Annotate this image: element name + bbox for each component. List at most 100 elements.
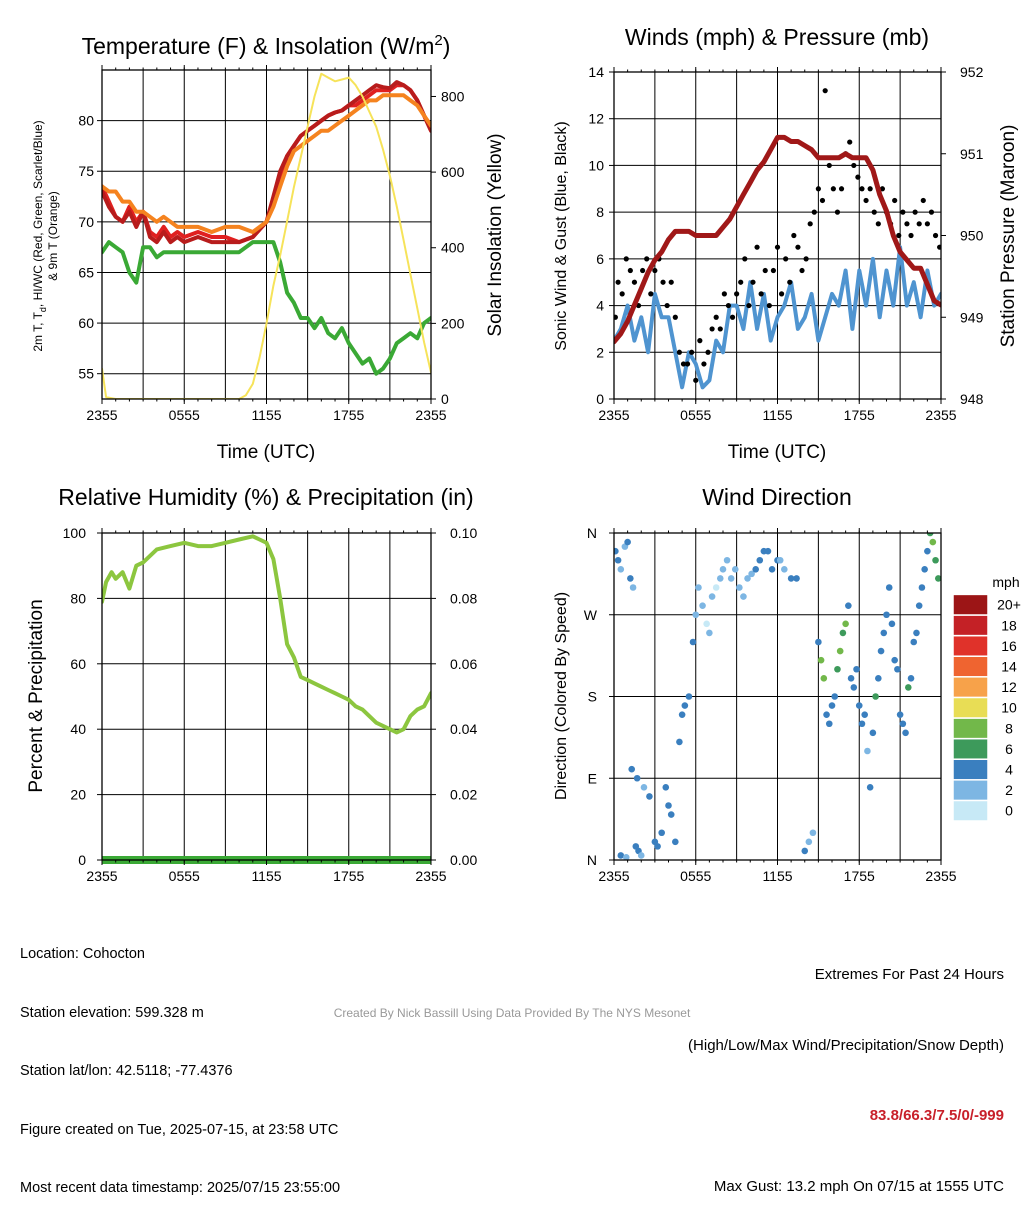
chart-panel-2: 2355 0555 1155 1755 23550204060801000.000.02… (26, 484, 477, 884)
y-axis-label-line2: & 9m T (Orange) (46, 191, 60, 281)
direction-point (864, 747, 871, 755)
y2-tick-label: 0.06 (450, 656, 477, 672)
legend-swatch (952, 655, 989, 678)
credit-line: Created By Nick Bassill Using Data Provi… (333, 1006, 691, 1020)
x-tick-label: 0555 (169, 868, 200, 884)
y-tick-label: W (584, 607, 598, 623)
direction-point (861, 711, 868, 718)
direction-point (637, 852, 645, 859)
direction-point (692, 611, 700, 619)
legend-swatch (952, 634, 989, 657)
direction-point (787, 575, 795, 582)
gust-point (811, 209, 817, 215)
direction-point (676, 738, 683, 746)
direction-point (646, 793, 653, 800)
legend-swatch (952, 779, 989, 802)
direction-point (855, 702, 863, 709)
y2-tick-label: 948 (960, 391, 984, 407)
y-tick-label: 65 (78, 264, 94, 280)
gust-point (697, 338, 703, 344)
gust-point (826, 162, 832, 169)
legend-swatch (952, 758, 989, 781)
gust-point (912, 209, 918, 215)
gust-point (614, 314, 618, 320)
gust-point (855, 174, 861, 180)
y-tick-label: S (588, 689, 597, 705)
direction-point (885, 584, 893, 591)
meteogram-figure: 2355 0555 1155 1755 235555606570758002004006… (26, 24, 1021, 884)
y2-tick-label: 952 (960, 64, 984, 80)
legend-label: 14 (1001, 659, 1017, 675)
direction-point (731, 566, 739, 573)
direction-point (689, 638, 697, 646)
gust-point (847, 139, 853, 145)
y-tick-label: 60 (78, 315, 94, 331)
legend-label: 6 (1005, 741, 1013, 757)
direction-point (866, 784, 874, 791)
direction-point (817, 656, 825, 664)
gust-point (709, 326, 715, 332)
legend-swatch (952, 614, 989, 637)
extremes-values: 83.8/66.3/7.5/0/-999 (869, 1107, 1004, 1124)
chart-panel-1: 2355 0555 1155 1755 235502468101214948949950… (553, 24, 1019, 463)
direction-point (839, 629, 847, 637)
direction-point (708, 593, 716, 600)
gust-point (664, 302, 670, 309)
chart-title: Winds (mph) & Pressure (mb) (625, 24, 929, 50)
y-tick-label: N (587, 525, 597, 541)
direction-point (617, 852, 625, 859)
legend-label: 20+ (997, 597, 1021, 613)
gust-point (701, 361, 707, 367)
y-tick-label: 12 (588, 111, 604, 127)
y-tick-label: E (588, 770, 597, 786)
direction-point (842, 620, 849, 628)
gust-point (879, 186, 886, 192)
gust-point (721, 291, 727, 297)
gust-point (859, 186, 865, 192)
chart-title: Relative Humidity (%) & Precipitation (i… (58, 484, 473, 510)
gust-point (742, 256, 748, 262)
gust-point (725, 302, 732, 309)
gust-point (693, 377, 699, 383)
gust-point (762, 267, 768, 274)
legend-label: 0 (1005, 803, 1013, 819)
y-axis-label: 2m T, Td, HI/WC (Red, Green, Scarlet/Blu… (31, 120, 48, 351)
gust-point (774, 244, 781, 250)
direction-point (672, 838, 679, 846)
direction-point (828, 702, 836, 709)
direction-point (776, 556, 784, 564)
y2-tick-label: 951 (960, 146, 984, 162)
direction-point (805, 838, 813, 846)
direction-point (847, 675, 855, 682)
y2-tick-label: 0.10 (450, 525, 477, 541)
x-axis-label: Time (UTC) (728, 442, 827, 463)
x-tick-label: 1755 (333, 407, 364, 423)
direction-point (896, 711, 904, 718)
gust-point (937, 244, 941, 250)
gust-point (799, 267, 805, 274)
series-line (102, 240, 431, 376)
x-tick-label: 1755 (844, 407, 875, 423)
direction-point (662, 784, 670, 791)
x-tick-label: 0555 (680, 868, 711, 884)
max-gust: Max Gust: 13.2 mph On 07/15 at 1555 UTC (713, 1177, 1004, 1195)
y2-tick-label: 0.08 (450, 590, 477, 606)
direction-point (902, 729, 909, 737)
y2-tick-label: 800 (441, 88, 465, 104)
y2-tick-label: 949 (960, 309, 984, 325)
x-axis-label: Time (UTC) (217, 442, 316, 463)
y2-tick-label: 200 (441, 315, 465, 331)
y-tick-label: 6 (596, 251, 604, 267)
y2-tick-label: 0.04 (450, 721, 477, 737)
y2-tick-label: 0.00 (450, 852, 477, 868)
direction-point (622, 853, 630, 860)
direction-point (907, 675, 915, 682)
gust-point (640, 267, 646, 274)
gust-point (892, 197, 898, 204)
gust-point (851, 162, 857, 169)
y-tick-label: 10 (588, 157, 604, 173)
gust-point (750, 279, 756, 285)
gust-point (770, 267, 777, 274)
gust-point (778, 291, 785, 297)
gust-point (834, 209, 841, 215)
